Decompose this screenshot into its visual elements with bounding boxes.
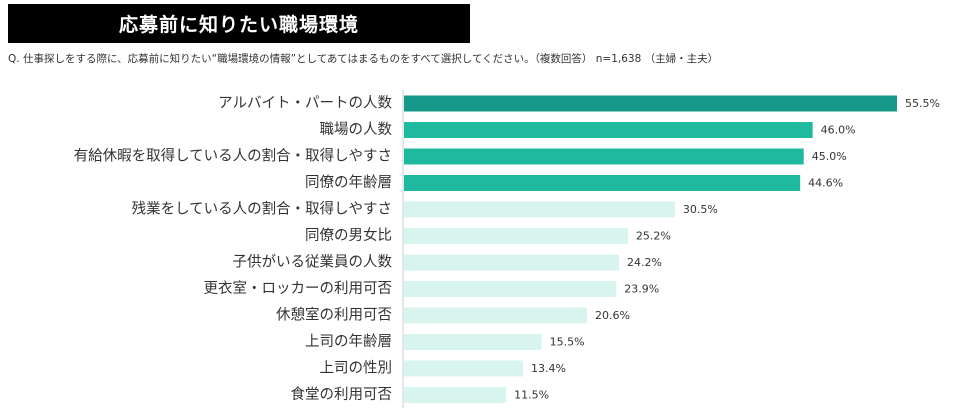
bar-5 bbox=[404, 201, 675, 218]
category-label-6: 同僚の男女比 bbox=[305, 226, 392, 244]
bar-7 bbox=[404, 254, 619, 271]
value-label-11: 13.4% bbox=[531, 362, 566, 375]
survey-question: Q. 仕事探しをする際に、応募前に知りたい“職場環境の情報”としてあてはまるもの… bbox=[8, 53, 719, 65]
bar-6 bbox=[404, 228, 628, 244]
category-label-7: 子供がいる従業員の人数 bbox=[233, 254, 393, 271]
bar-4 bbox=[404, 175, 801, 191]
value-label-3: 45.0% bbox=[812, 150, 847, 163]
bar-2 bbox=[404, 122, 813, 138]
category-label-11: 上司の性別 bbox=[320, 360, 393, 377]
value-label-2: 46.0% bbox=[821, 124, 856, 137]
category-label-4: 同僚の年齢層 bbox=[305, 174, 392, 191]
bar-11 bbox=[404, 360, 524, 377]
value-label-4: 44.6% bbox=[808, 177, 843, 190]
chart-title: 応募前に知りたい職場環境 bbox=[118, 14, 359, 36]
category-label-1: アルバイト・パートの人数 bbox=[218, 95, 392, 112]
bar-12 bbox=[404, 387, 507, 403]
value-label-1: 55.5% bbox=[905, 97, 940, 110]
title-banner: 応募前に知りたい職場環境 bbox=[8, 4, 470, 43]
bar-8 bbox=[404, 281, 617, 297]
value-label-9: 20.6% bbox=[595, 309, 630, 322]
category-label-5: 残業をしている人の割合・取得しやすさ bbox=[132, 201, 392, 218]
value-label-12: 11.5% bbox=[514, 389, 549, 402]
bar-10 bbox=[404, 334, 542, 350]
value-label-10: 15.5% bbox=[550, 336, 585, 349]
category-label-2: 職場の人数 bbox=[320, 121, 393, 138]
category-label-12: 食堂の利用可否 bbox=[291, 386, 393, 403]
bar-9 bbox=[404, 307, 587, 324]
category-label-3: 有給休暇を取得している人の割合・取得しやすさ bbox=[74, 148, 392, 165]
value-label-7: 24.2% bbox=[627, 256, 662, 269]
value-label-6: 25.2% bbox=[636, 230, 671, 243]
value-label-8: 23.9% bbox=[624, 283, 659, 296]
category-label-9: 休憩室の利用可否 bbox=[276, 307, 392, 324]
value-label-5: 30.5% bbox=[683, 203, 718, 216]
category-label-8: 更衣室・ロッカーの利用可否 bbox=[204, 280, 393, 297]
bar-3 bbox=[404, 148, 804, 165]
bar-1 bbox=[404, 95, 897, 112]
category-label-10: 上司の年齢層 bbox=[305, 333, 392, 350]
